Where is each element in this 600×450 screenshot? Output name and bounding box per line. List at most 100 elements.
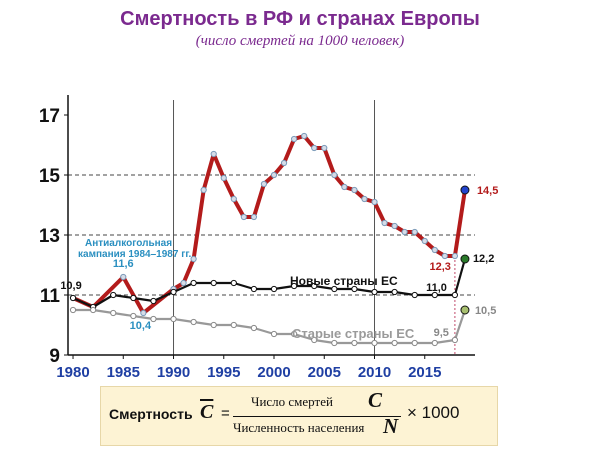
data-point: [190, 279, 197, 287]
data-point: [250, 285, 258, 293]
data-point: [411, 228, 418, 236]
data-point: [391, 222, 398, 230]
data-point: [331, 285, 338, 293]
data-point: [170, 315, 177, 323]
data-point: [140, 309, 147, 317]
old-eu-series-label: Старые страны ЕС: [292, 326, 415, 341]
formula-numerator-symbol: C: [368, 388, 383, 412]
x-tick-label: 2005: [308, 364, 341, 381]
data-point: [291, 330, 298, 338]
data-label: 10,5: [475, 305, 496, 317]
data-label: 11,0: [426, 282, 447, 294]
data-point: [361, 195, 368, 203]
data-point: [371, 339, 378, 347]
formula-denominator-symbol: N: [383, 414, 399, 438]
series-final-segment-1: [453, 258, 467, 296]
data-point: [381, 219, 388, 227]
campaign-note-line2: кампания 1984–1987 гг.: [78, 249, 192, 260]
data-point: [421, 237, 428, 245]
data-point: [69, 306, 77, 314]
formula-multiplier: × 1000: [407, 403, 460, 422]
data-point: [460, 305, 470, 315]
y-tick-label: 13: [39, 226, 60, 247]
data-point: [270, 330, 278, 338]
data-point: [200, 186, 207, 194]
data-point: [110, 309, 117, 317]
y-tick-label: 9: [49, 346, 60, 367]
data-point: [240, 213, 247, 221]
y-tick-label: 11: [40, 286, 61, 307]
data-point: [341, 183, 348, 191]
data-point: [460, 185, 470, 195]
data-point: [351, 339, 358, 347]
x-tick-label: 1995: [207, 364, 240, 381]
formula-symbol: C: [200, 401, 214, 423]
data-point: [230, 195, 237, 203]
data-point: [280, 159, 288, 167]
series-final-segment-0: [452, 189, 467, 257]
formula-label: Смертность: [109, 406, 193, 422]
data-point: [220, 174, 227, 182]
data-point: [401, 228, 408, 236]
chart-title: Смертность в РФ и странах Европы: [120, 8, 480, 30]
data-point: [331, 171, 338, 179]
series-line-2: [73, 308, 456, 345]
fraction-bar: [233, 416, 401, 417]
data-point: [190, 255, 197, 263]
x-tick-label: 1985: [107, 364, 140, 381]
data-point: [150, 297, 157, 305]
data-point: [311, 282, 318, 290]
y-tick-label: 15: [39, 166, 61, 187]
data-point: [130, 312, 137, 320]
data-point: [451, 252, 459, 260]
series-final-segment-2: [453, 309, 466, 341]
data-label: 10,4: [130, 320, 152, 332]
data-point: [250, 213, 258, 221]
data-point: [190, 318, 197, 326]
data-point: [371, 288, 378, 296]
y-tick-label: 17: [39, 106, 60, 127]
data-point: [170, 288, 177, 296]
data-point: [90, 306, 97, 314]
label-layer: 10,9 11,6 10,4 14,5 12,3 12,2 11,0 9,5 10,5: [60, 185, 498, 339]
data-point: [150, 315, 157, 323]
data-point: [210, 321, 217, 329]
axes-layer: 9 11 13 15 17 1980 1985 1990 1995 2000 2005 2010 201…: [39, 95, 475, 381]
data-point: [321, 144, 328, 152]
x-tick-label: 2000: [257, 364, 290, 381]
data-label: 11,6: [113, 258, 134, 270]
data-point: [391, 339, 398, 347]
series-line-1: [72, 281, 455, 309]
data-point: [260, 180, 268, 188]
data-point: [411, 291, 418, 299]
data-point: [411, 339, 418, 347]
x-tick-label: 2015: [408, 364, 441, 381]
data-point: [460, 254, 470, 264]
data-point: [180, 279, 187, 287]
data-point: [301, 132, 308, 140]
data-label: 12,2: [473, 253, 494, 265]
formula-denominator: Численность населения: [233, 420, 365, 435]
data-point: [250, 324, 258, 332]
data-point: [210, 150, 217, 158]
data-point: [371, 198, 378, 206]
data-label: 14,5: [477, 185, 498, 197]
data-point: [270, 285, 278, 293]
data-point: [331, 339, 338, 347]
data-point: [291, 135, 298, 143]
data-point: [351, 186, 358, 194]
data-point: [451, 291, 459, 299]
data-point: [311, 336, 318, 344]
data-point: [431, 339, 438, 347]
data-point: [120, 273, 127, 281]
data-point: [431, 291, 438, 299]
chart-subtitle: (число смертей на 1000 человек): [195, 33, 405, 49]
mortality-chart: 9 11 13 15 17 1980 1985 1990 1995 2000 2005 2010 201…: [39, 95, 498, 381]
x-tick-label: 2010: [358, 364, 391, 381]
grid-layer: [68, 100, 475, 355]
data-point: [270, 171, 278, 179]
formula-box: Смертность C = Число смертей C Численнос…: [100, 386, 498, 446]
formula-equals: =: [221, 405, 230, 422]
data-point: [351, 285, 358, 293]
campaign-note-line1: Антиалкогольная: [85, 238, 172, 249]
